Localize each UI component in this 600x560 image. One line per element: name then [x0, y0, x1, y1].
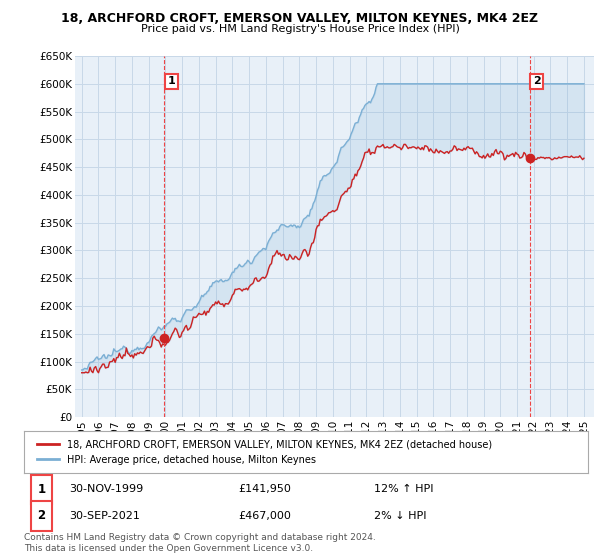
FancyBboxPatch shape — [31, 501, 52, 530]
Text: £467,000: £467,000 — [238, 511, 291, 521]
Text: 30-NOV-1999: 30-NOV-1999 — [69, 484, 143, 494]
Text: 2: 2 — [533, 76, 541, 86]
Text: 2: 2 — [37, 510, 46, 522]
Text: Contains HM Land Registry data © Crown copyright and database right 2024.
This d: Contains HM Land Registry data © Crown c… — [24, 533, 376, 553]
FancyBboxPatch shape — [31, 475, 52, 504]
Legend: 18, ARCHFORD CROFT, EMERSON VALLEY, MILTON KEYNES, MK4 2EZ (detached house), HPI: 18, ARCHFORD CROFT, EMERSON VALLEY, MILT… — [35, 437, 494, 468]
Text: 2% ↓ HPI: 2% ↓ HPI — [374, 511, 426, 521]
Text: 1: 1 — [37, 483, 46, 496]
Text: 1: 1 — [167, 76, 175, 86]
Text: 18, ARCHFORD CROFT, EMERSON VALLEY, MILTON KEYNES, MK4 2EZ: 18, ARCHFORD CROFT, EMERSON VALLEY, MILT… — [61, 12, 539, 25]
Text: £141,950: £141,950 — [238, 484, 291, 494]
Text: Price paid vs. HM Land Registry's House Price Index (HPI): Price paid vs. HM Land Registry's House … — [140, 24, 460, 34]
Text: 30-SEP-2021: 30-SEP-2021 — [69, 511, 140, 521]
Text: 12% ↑ HPI: 12% ↑ HPI — [374, 484, 433, 494]
